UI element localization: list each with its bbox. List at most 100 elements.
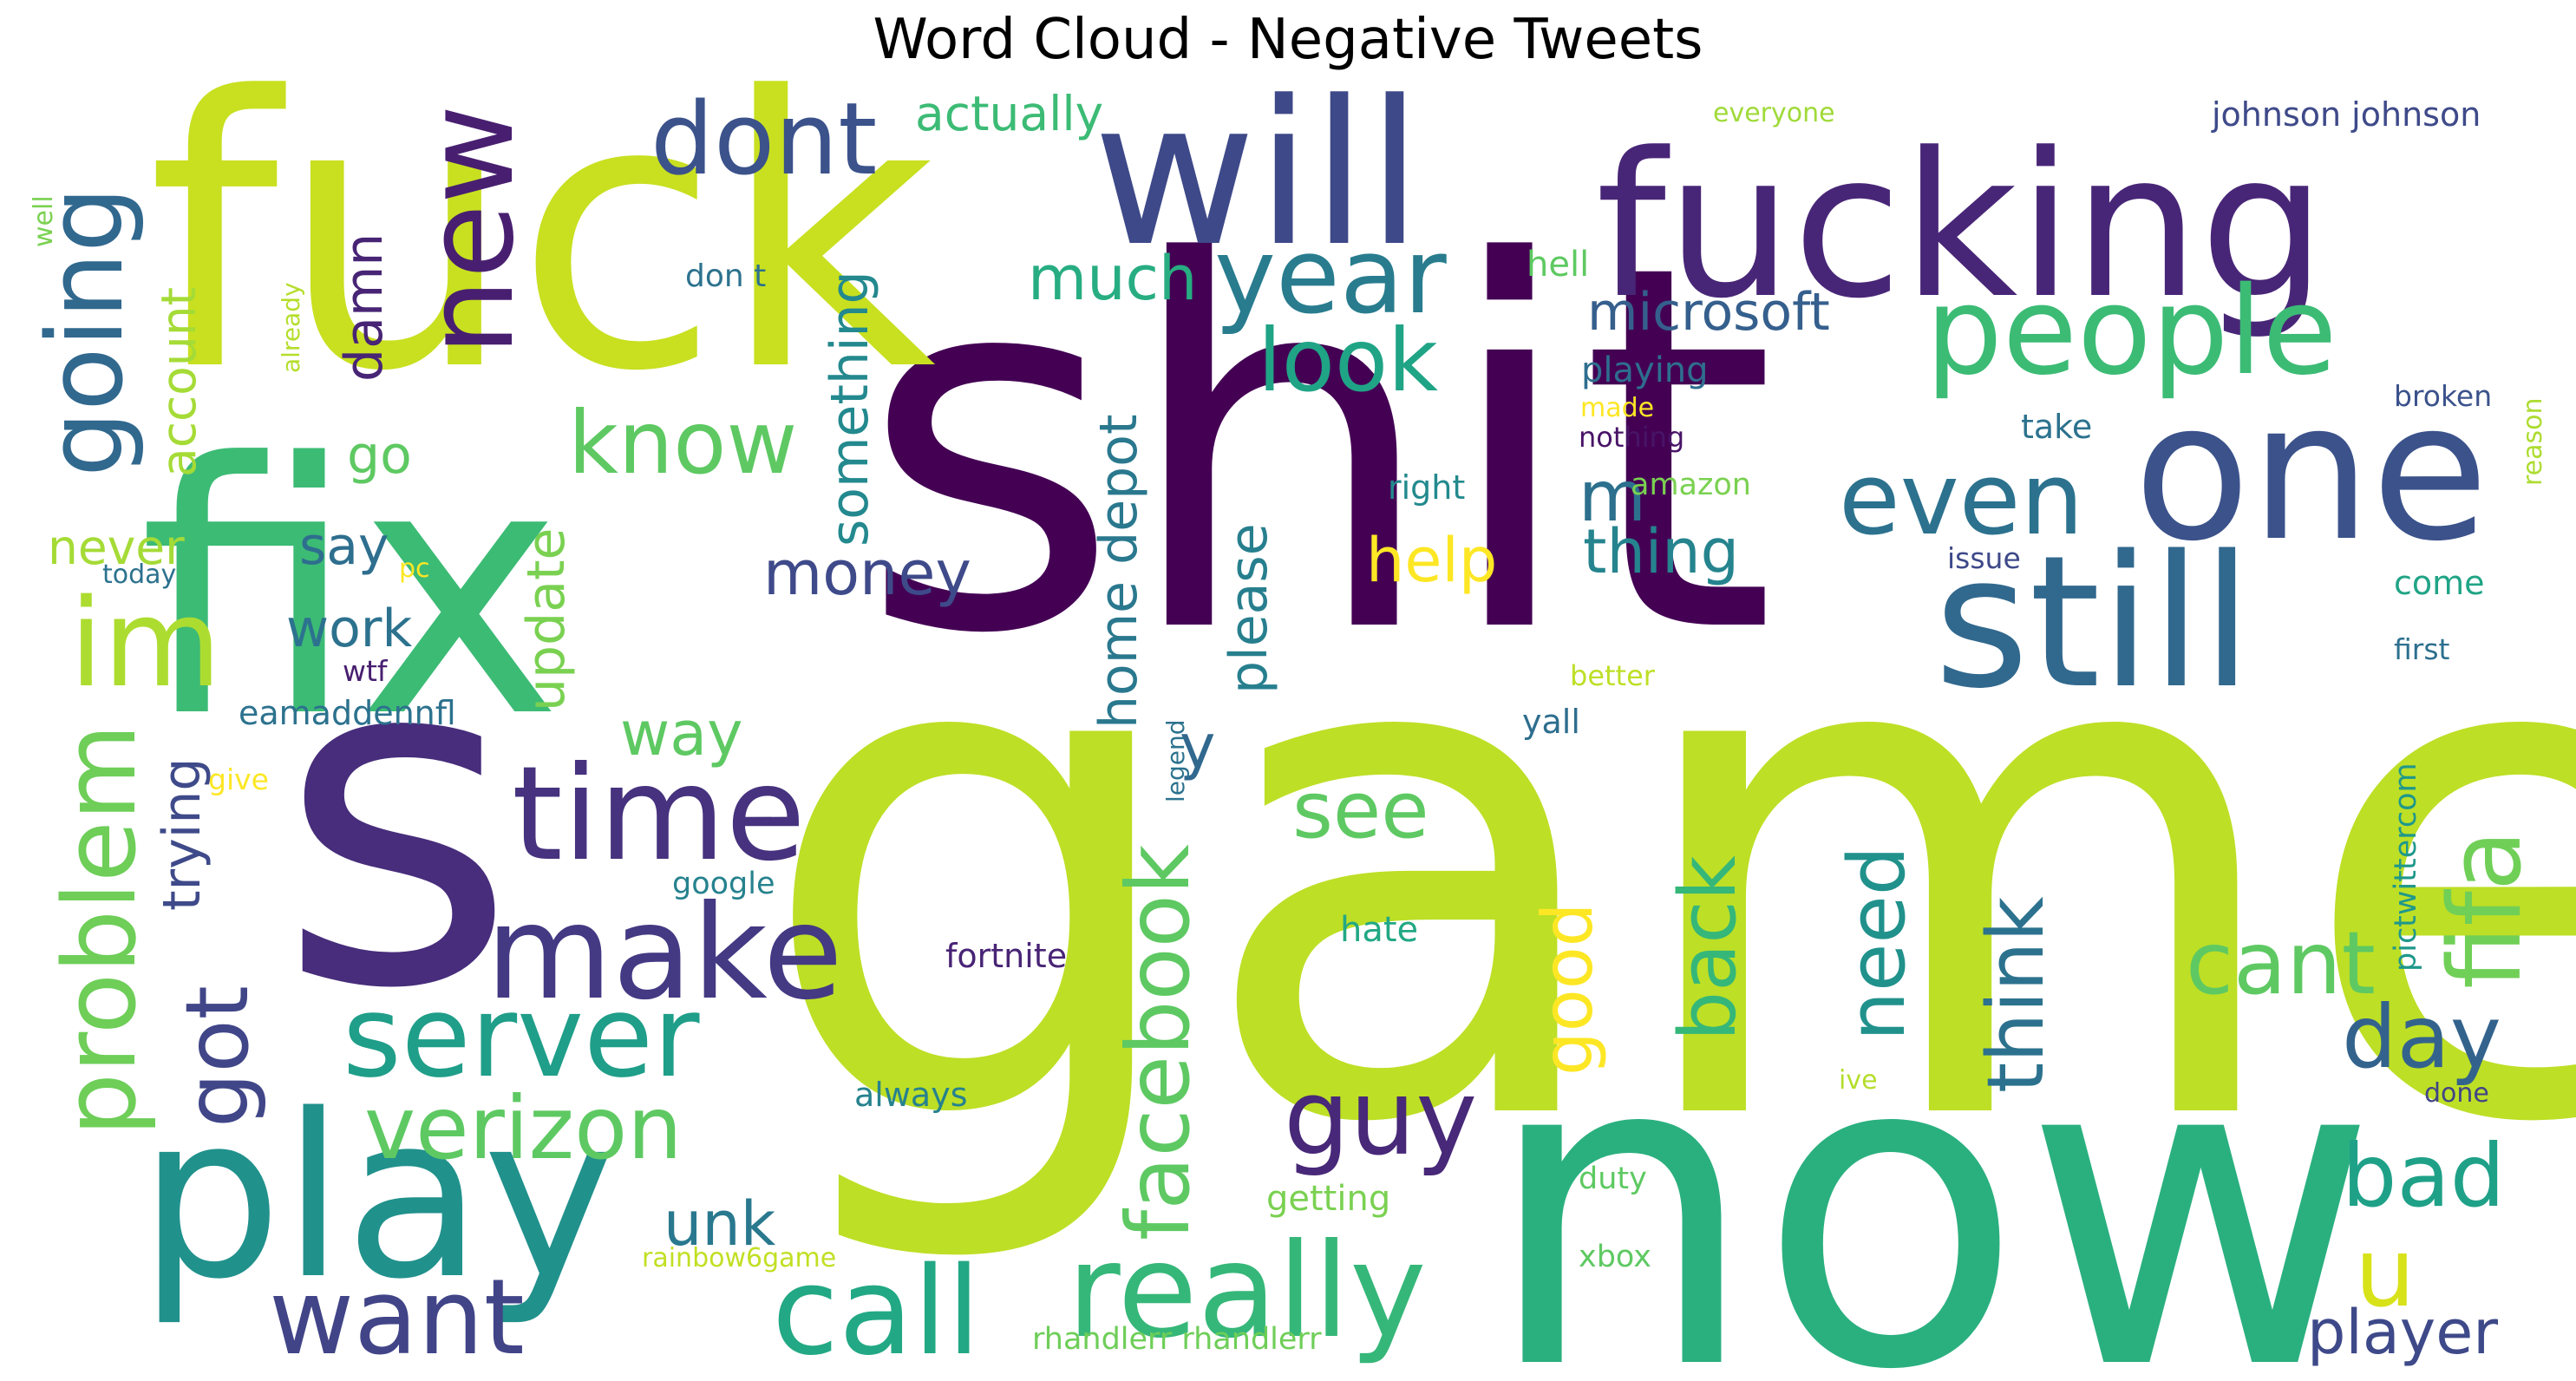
word-give: give (208, 762, 269, 796)
word-go: go (347, 425, 412, 486)
word-say: say (299, 516, 389, 577)
word-guy: guy (1284, 1058, 1477, 1179)
word-never: never (48, 520, 185, 575)
word-unk: unk (664, 1188, 776, 1260)
word-microsoft: microsoft (1587, 282, 1830, 343)
word-fucking: fucking (1596, 111, 2326, 343)
word-nothing: nothing (1579, 421, 1684, 454)
word-back: back (1663, 855, 1754, 1041)
word-amazon: amazon (1631, 468, 1751, 502)
word-home-depot: home depot (1089, 415, 1149, 730)
word-johnson-johnson: johnson johnson (2211, 95, 2481, 134)
word-rainbow6game: rainbow6game (642, 1243, 836, 1273)
word-year: year (1214, 217, 1447, 337)
word-rhandlerr-rhandlerr: rhandlerr rhandlerr (1032, 1322, 1322, 1357)
word-look: look (1258, 310, 1438, 411)
word-need: need (1832, 846, 1923, 1041)
word-verizon: verizon (364, 1077, 683, 1179)
word-going: going (26, 187, 147, 477)
word-problem: problem (42, 723, 159, 1136)
word-know: know (568, 392, 797, 494)
word-really: really (1067, 1216, 1427, 1367)
word-getting: getting (1266, 1179, 1390, 1219)
word-come: come (2394, 564, 2485, 602)
word-shit: shit (859, 158, 1776, 743)
word-legend: legend (1161, 719, 1190, 802)
word-game: game (755, 466, 2576, 1274)
word-always: always (854, 1076, 968, 1114)
word-day: day (2342, 986, 2501, 1088)
word-right: right (1388, 468, 1465, 507)
word-time: time (512, 739, 806, 890)
word-see: see (1292, 765, 1429, 856)
word-think: think (1971, 897, 2062, 1094)
word-got: got (167, 985, 268, 1128)
word-already: already (277, 282, 305, 373)
word-m: m (1579, 456, 1646, 537)
chart-title: Word Cloud - Negative Tweets (873, 8, 1703, 72)
word-account: account (151, 287, 206, 477)
word-google: google (672, 867, 775, 901)
word-play: play (139, 1067, 616, 1329)
word-pictwittercom: pictwittercom (2389, 762, 2423, 972)
word-made: made (1580, 393, 1654, 423)
word-u: u (2355, 1217, 2416, 1328)
word-done: done (2424, 1078, 2489, 1109)
word-fuck: fuck (147, 19, 936, 453)
word-yall: yall (1522, 703, 1580, 741)
word-help: help (1366, 525, 1497, 596)
word-duty: duty (1579, 1162, 1647, 1196)
word-cant: cant (2186, 913, 2376, 1014)
word-better: better (1570, 659, 1656, 692)
word-player: player (2307, 1297, 2498, 1368)
word-im: im (69, 573, 221, 715)
word-fortnite: fortnite (945, 937, 1067, 975)
word-good: good (1527, 903, 1608, 1076)
word-ive: ive (1839, 1065, 1878, 1096)
word-fix: fix (139, 390, 563, 794)
word-reason: reason (2518, 397, 2548, 486)
word-even: even (1839, 442, 2083, 558)
word-trying: trying (152, 758, 212, 911)
word-today: today (102, 560, 176, 590)
word-way: way (620, 698, 743, 769)
word-something: something (820, 271, 880, 547)
word-y: y (1180, 711, 1215, 782)
word-update: update (516, 528, 577, 711)
word-playing: playing (1581, 350, 1709, 390)
word-call: call (772, 1241, 981, 1381)
word-pc: pc (399, 553, 430, 584)
word-first: first (2394, 632, 2450, 666)
word-damn: damn (334, 233, 395, 382)
word-bad: bad (2342, 1125, 2505, 1227)
word-don-t: don t (685, 259, 766, 294)
word-well: well (29, 195, 59, 247)
word-facebook: facebook (1108, 844, 1209, 1240)
word-everyone: everyone (1713, 98, 1835, 128)
word-money: money (763, 538, 971, 609)
word-new: new (400, 105, 541, 356)
word-hate: hate (1340, 910, 1418, 950)
word-issue: issue (1947, 541, 2021, 575)
word-s: s (278, 553, 517, 1089)
word-actually: actually (915, 86, 1103, 141)
word-please: please (1219, 523, 1279, 694)
word-server: server (343, 971, 700, 1103)
word-make: make (486, 878, 843, 1029)
word-broken: broken (2394, 379, 2492, 413)
word-much: much (1028, 243, 1197, 314)
word-dont: dont (651, 82, 877, 198)
word-fifa: fifa (2428, 830, 2544, 989)
word-hell: hell (1527, 245, 1589, 285)
word-eamaddennfl: eamaddennfl (239, 694, 456, 732)
word-work: work (286, 599, 412, 659)
word-xbox: xbox (1579, 1240, 1651, 1274)
word-thing: thing (1583, 516, 1739, 587)
word-now: now (1483, 959, 2378, 1381)
word-still: still (1934, 516, 2252, 729)
word-wtf: wtf (343, 654, 389, 688)
word-will: will (1093, 59, 1422, 291)
word-take: take (2021, 408, 2092, 446)
word-one: one (2134, 361, 2488, 583)
